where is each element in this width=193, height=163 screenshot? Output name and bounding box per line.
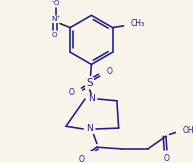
Text: OH: OH bbox=[182, 126, 193, 135]
Text: N⁺: N⁺ bbox=[51, 16, 60, 22]
Text: O: O bbox=[107, 67, 113, 76]
Text: ⁻O: ⁻O bbox=[51, 0, 60, 6]
Text: S: S bbox=[86, 78, 93, 88]
Text: N: N bbox=[88, 95, 95, 104]
Text: N: N bbox=[86, 125, 93, 133]
Text: O: O bbox=[68, 88, 74, 97]
Text: CH₃: CH₃ bbox=[131, 20, 145, 29]
Text: O: O bbox=[79, 155, 84, 163]
Text: O: O bbox=[164, 155, 170, 163]
Text: O: O bbox=[52, 32, 58, 38]
